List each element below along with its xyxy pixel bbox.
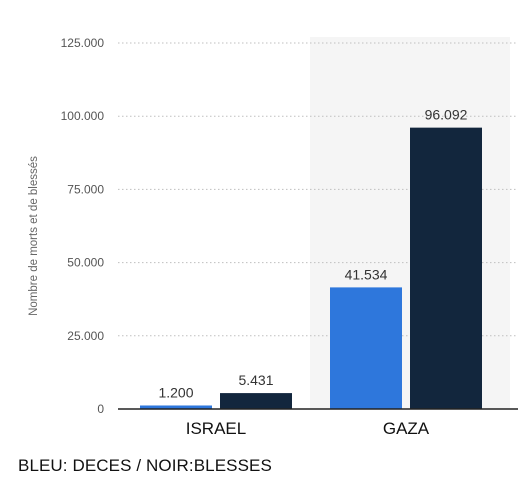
- y-tick-label: 25.000: [67, 329, 104, 343]
- y-axis-title: Nombre de morts et de blessés: [28, 156, 40, 316]
- category-label-israel: ISRAEL: [186, 419, 246, 438]
- value-label: 1.200: [158, 384, 193, 400]
- y-tick-label: 75.000: [67, 182, 104, 196]
- value-label: 5.431: [238, 372, 273, 388]
- y-tick-label: 50.000: [67, 256, 104, 270]
- bar-gaza-series-1: [330, 287, 402, 409]
- bar-israel-series-2: [220, 393, 292, 409]
- y-tick-label: 100.000: [61, 109, 105, 123]
- bar-israel-series-1: [140, 405, 212, 409]
- value-label: 96.092: [425, 107, 468, 123]
- legend-note: BLEU: DECES / NOIR:BLESSES: [18, 456, 272, 475]
- value-label: 41.534: [345, 266, 388, 282]
- y-tick-label: 125.000: [61, 36, 105, 50]
- bar-gaza-series-2: [410, 127, 482, 409]
- category-label-gaza: GAZA: [383, 419, 430, 438]
- y-tick-label: 0: [97, 402, 104, 416]
